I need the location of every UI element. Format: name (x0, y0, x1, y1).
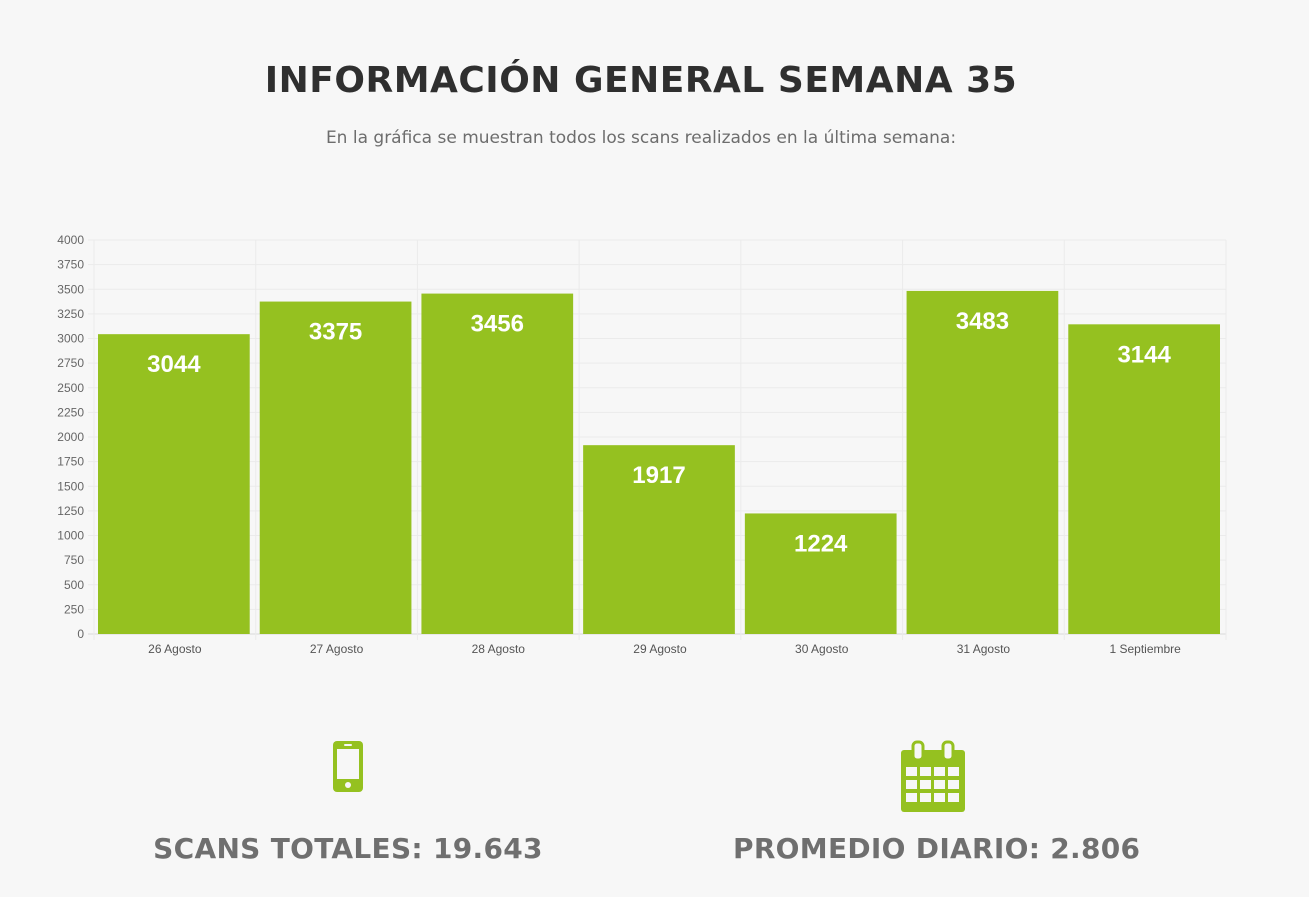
y-tick-label: 3500 (57, 282, 84, 296)
x-tick-label: 26 Agosto (148, 642, 202, 656)
y-tick-label: 4000 (57, 233, 84, 247)
page-title: INFORMACIÓN GENERAL SEMANA 35 (264, 60, 1018, 101)
daily-average-stat: PROMEDIO DIARIO: 2.806 (733, 740, 1140, 865)
y-tick-label: 1000 (57, 529, 84, 543)
y-axis-ticks: 0 250 500 750 1000 1250 1500 1750 2000 2250 2500 27… (57, 233, 84, 641)
bar (906, 290, 1059, 634)
y-tick-label: 250 (64, 602, 84, 616)
y-tick-label: 1500 (57, 479, 84, 493)
x-tick-label: 31 Agosto (957, 642, 1011, 656)
bar-chart: 3044 3375 3456 1917 1224 3483 3144 0 250 500 750 1… (57, 233, 1227, 656)
total-scans-stat: SCANS TOTALES: 19.643 (148, 740, 548, 865)
bar-value-label: 1917 (632, 462, 685, 489)
y-tick-label: 2000 (57, 430, 84, 444)
bar (1068, 324, 1220, 634)
x-axis-ticks: 26 Agosto 27 Agosto 28 Agosto 29 Agosto 30 A… (148, 642, 1181, 656)
x-tick-label: 30 Agosto (795, 642, 849, 656)
bar (98, 334, 250, 634)
y-tick-label: 500 (64, 578, 84, 592)
x-tick-label: 28 Agosto (472, 642, 526, 656)
y-tick-label: 2750 (57, 356, 84, 370)
total-scans-label: SCANS TOTALES: 19.643 (153, 832, 543, 865)
bar (583, 445, 735, 634)
y-tick-label: 2500 (57, 381, 84, 395)
bar-value-label: 3456 (471, 311, 524, 338)
y-tick-label: 1250 (57, 504, 84, 518)
chart-bars: 3044 3375 3456 1917 1224 3483 3144 (98, 290, 1220, 634)
y-tick-label: 750 (64, 553, 84, 567)
y-tick-label: 2250 (57, 405, 84, 419)
bar-value-label: 3144 (1117, 341, 1171, 368)
y-tick-label: 0 (77, 627, 84, 641)
bar-value-label: 3483 (956, 308, 1009, 335)
y-tick-label: 3250 (57, 307, 84, 321)
bar-value-label: 3375 (309, 319, 362, 346)
daily-average-label: PROMEDIO DIARIO: 2.806 (733, 832, 1141, 865)
smartphone-icon (333, 741, 363, 792)
x-tick-label: 27 Agosto (310, 642, 364, 656)
bar (744, 513, 897, 634)
bar-value-label: 1224 (794, 530, 848, 557)
page-subtitle: En la gráfica se muestran todos los scan… (325, 128, 957, 148)
bar (421, 293, 574, 634)
bar (259, 301, 412, 634)
x-tick-label: 1 Septiembre (1109, 642, 1181, 656)
x-tick-label: 29 Agosto (633, 642, 687, 656)
bar-value-label: 3044 (147, 351, 201, 378)
calendar-icon (901, 740, 965, 812)
y-tick-label: 3000 (57, 332, 84, 346)
y-tick-label: 3750 (57, 258, 84, 272)
y-tick-label: 1750 (57, 455, 84, 469)
